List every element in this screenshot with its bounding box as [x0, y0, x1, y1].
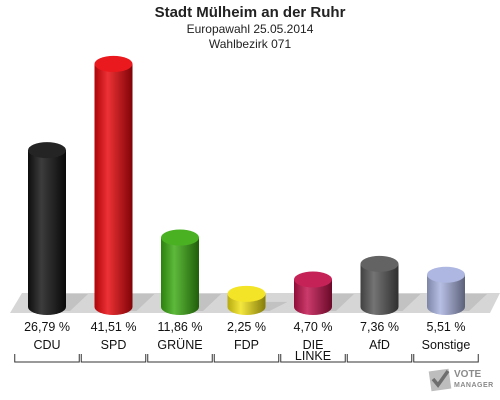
chart-title: Stadt Mülheim an der Ruhr — [154, 4, 346, 21]
category-label-sonstige: Sonstige — [422, 338, 471, 352]
value-label-sonstige: 5,51 % — [427, 320, 466, 334]
bar-cdu — [28, 142, 66, 315]
bar-die-linke — [294, 271, 332, 315]
category-label-cdu: CDU — [33, 338, 60, 352]
category-label-fdp: FDP — [234, 338, 259, 352]
chart-header: Stadt Mülheim an der Ruhr Europawahl 25.… — [0, 4, 500, 52]
value-label-cdu: 26,79 % — [24, 320, 70, 334]
bar-gr-ne — [161, 229, 199, 315]
bracket-die-linke — [280, 354, 346, 363]
category-brackets — [14, 354, 479, 363]
bar-fdp — [227, 285, 266, 315]
category-label-spd: SPD — [101, 338, 127, 352]
bracket-gr-ne — [147, 354, 213, 363]
chart-subtitle-line-1: Europawahl 25.05.2014 — [186, 22, 314, 36]
category-label-die-linke-line-1: DIE — [303, 338, 324, 352]
value-label-die-linke: 4,70 % — [294, 320, 333, 334]
bar-spd — [94, 55, 133, 315]
bars — [28, 55, 465, 315]
bar-sonstige — [427, 266, 465, 315]
bracket-spd — [80, 354, 147, 363]
category-label-gr-ne: GRÜNE — [157, 338, 202, 352]
bar-afd — [360, 255, 399, 315]
logo-wordmark: VOTE MANAGER — [454, 369, 494, 391]
value-label-spd: 41,51 % — [91, 320, 137, 334]
bracket-afd — [346, 354, 413, 363]
logo-line-2: MANAGER — [454, 382, 494, 389]
bracket-cdu — [14, 354, 80, 363]
ballot-check-icon — [428, 368, 452, 392]
logo-line-1: VOTE — [454, 369, 482, 380]
vote-manager-logo: VOTE MANAGER — [428, 366, 496, 396]
value-labels: 26,79 % 41,51 % 11,86 % 2,25 % 4,70 % 7,36 % 5… — [24, 320, 465, 334]
bracket-fdp — [213, 354, 280, 363]
value-label-afd: 7,36 % — [360, 320, 399, 334]
category-label-afd: AfD — [369, 338, 390, 352]
value-label-fdp: 2,25 % — [227, 320, 266, 334]
bracket-sonstige — [413, 354, 479, 363]
value-label-gr-ne: 11,86 % — [158, 320, 203, 334]
category-label-die-linke-line-2: LINKE — [295, 349, 331, 363]
chart-subtitle-line-2: Wahlbezirk 071 — [208, 37, 292, 51]
